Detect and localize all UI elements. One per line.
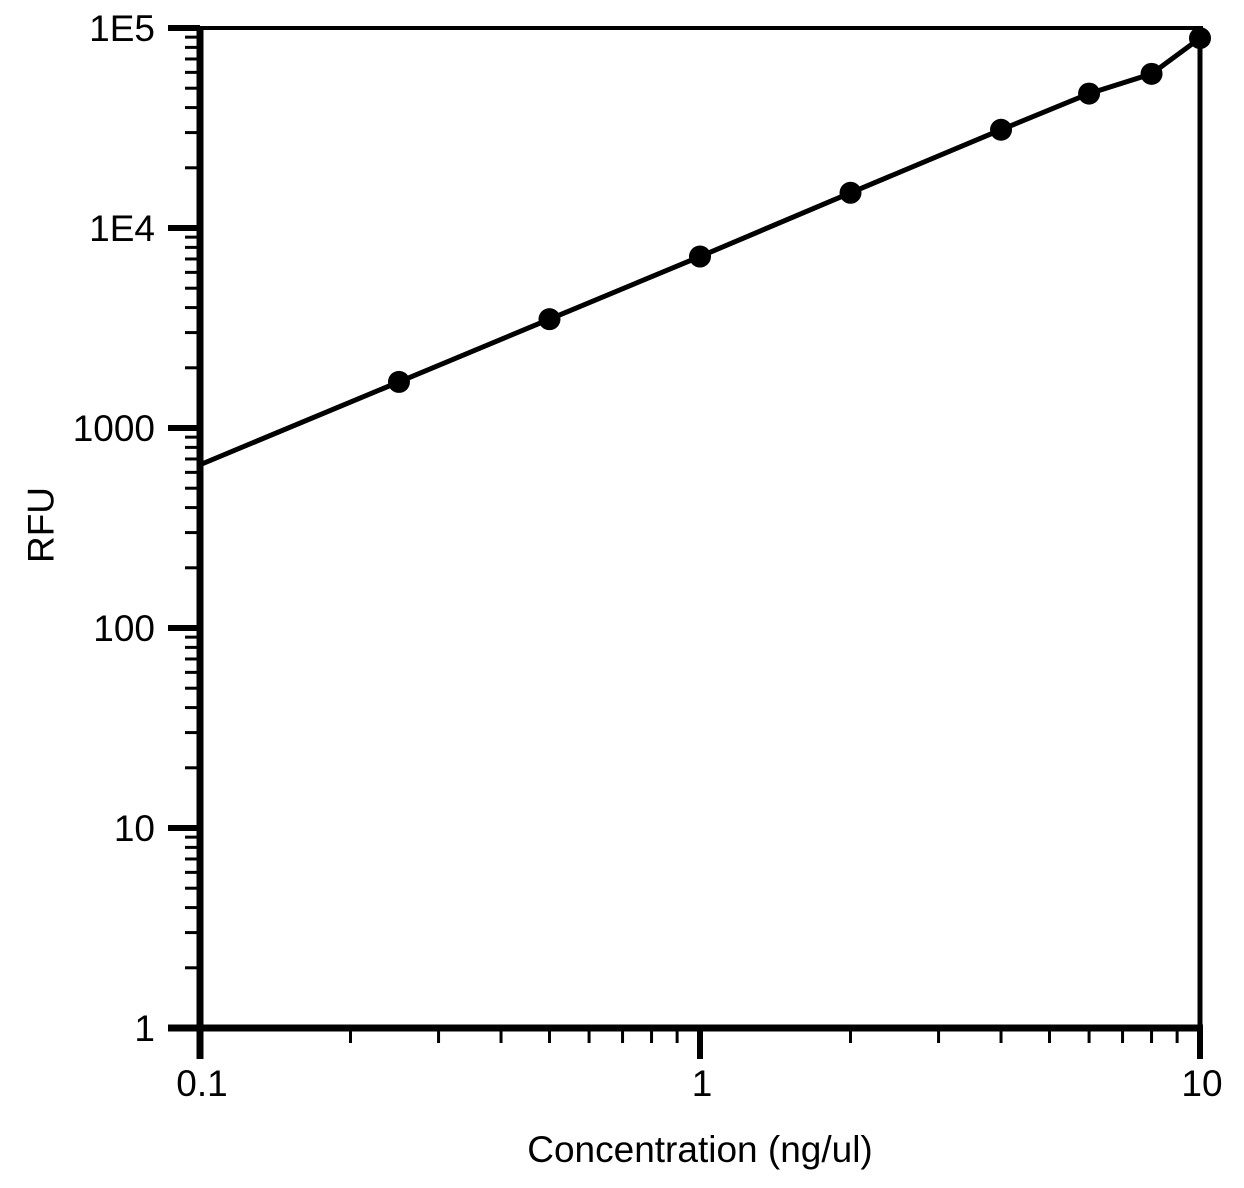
data-point	[990, 118, 1013, 141]
axis-ticks	[168, 25, 1203, 1059]
x-tick-label: 10	[1181, 1063, 1222, 1104]
y-tick-label: 10	[114, 808, 155, 849]
data-point	[839, 181, 862, 204]
data-point	[538, 308, 561, 331]
axes-frame	[168, 26, 1203, 1059]
y-tick-label: 1E5	[89, 8, 155, 49]
x-tick-label: 0.1	[176, 1063, 227, 1104]
y-tick-label: 1	[134, 1008, 155, 1049]
data-point	[1140, 62, 1163, 85]
y-axis-title: RFU	[20, 486, 62, 564]
y-tick-label: 1E4	[89, 208, 155, 249]
y-tick-label: 100	[93, 608, 155, 649]
data-point	[689, 245, 711, 268]
x-tick-label: 1	[692, 1063, 713, 1104]
data-point	[1189, 27, 1211, 50]
y-tick-label: 1000	[73, 408, 155, 449]
x-axis-title: Concentration (ng/ul)	[527, 1129, 873, 1170]
data-series	[199, 27, 1211, 468]
data-point	[387, 370, 410, 393]
tick-labels: 1 10 100 1000 1E4 1E5 0.1 1 10	[73, 8, 1223, 1104]
data-point	[1078, 82, 1101, 105]
